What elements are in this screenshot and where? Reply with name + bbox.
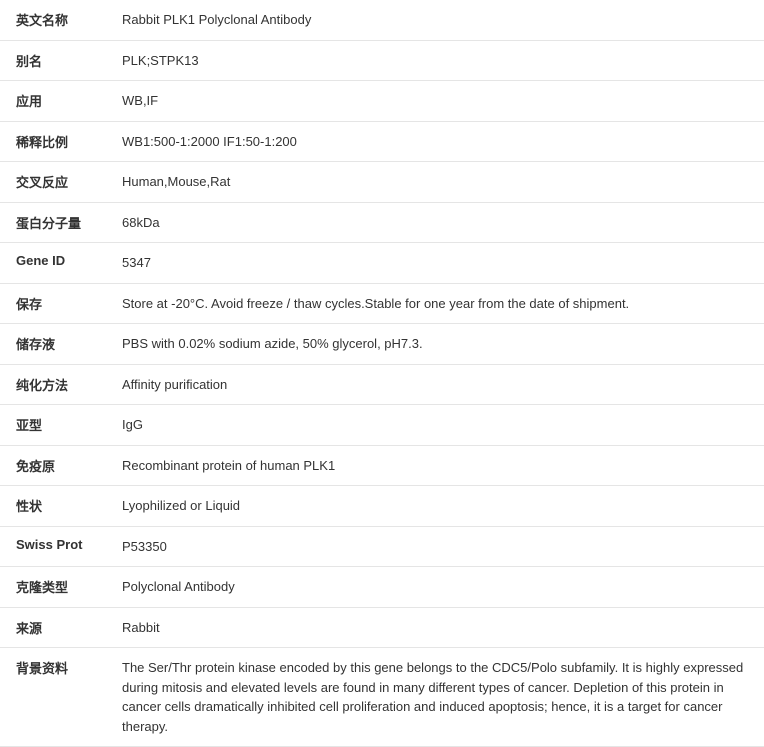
- row-value: Affinity purification: [118, 364, 764, 405]
- row-label: 英文名称: [0, 0, 118, 40]
- row-label: 别名: [0, 40, 118, 81]
- row-label: 保存: [0, 283, 118, 324]
- row-value: Rabbit PLK1 Polyclonal Antibody: [118, 0, 764, 40]
- row-label: 亚型: [0, 405, 118, 446]
- table-row: 储存液PBS with 0.02% sodium azide, 50% glyc…: [0, 324, 764, 365]
- spec-table: 英文名称Rabbit PLK1 Polyclonal Antibody 别名PL…: [0, 0, 764, 747]
- row-label: 储存液: [0, 324, 118, 365]
- row-label: Swiss Prot: [0, 526, 118, 567]
- row-value: 5347: [118, 243, 764, 284]
- row-value: Lyophilized or Liquid: [118, 486, 764, 527]
- row-value: Rabbit: [118, 607, 764, 648]
- table-row: 稀释比例WB1:500-1:2000 IF1:50-1:200: [0, 121, 764, 162]
- table-row: 克隆类型Polyclonal Antibody: [0, 567, 764, 608]
- row-label: 背景资料: [0, 648, 118, 747]
- table-row: Gene ID5347: [0, 243, 764, 284]
- row-value: WB,IF: [118, 81, 764, 122]
- table-row: 应用WB,IF: [0, 81, 764, 122]
- table-row: 蛋白分子量68kDa: [0, 202, 764, 243]
- row-value: PLK;STPK13: [118, 40, 764, 81]
- row-value: Store at -20°C. Avoid freeze / thaw cycl…: [118, 283, 764, 324]
- row-value: Human,Mouse,Rat: [118, 162, 764, 203]
- table-row: 亚型IgG: [0, 405, 764, 446]
- table-row: 背景资料The Ser/Thr protein kinase encoded b…: [0, 648, 764, 747]
- row-label: 纯化方法: [0, 364, 118, 405]
- row-value: IgG: [118, 405, 764, 446]
- row-label: 性状: [0, 486, 118, 527]
- row-value: 68kDa: [118, 202, 764, 243]
- table-row: 纯化方法Affinity purification: [0, 364, 764, 405]
- row-label: 来源: [0, 607, 118, 648]
- row-label: 稀释比例: [0, 121, 118, 162]
- table-row: Swiss ProtP53350: [0, 526, 764, 567]
- row-value: Recombinant protein of human PLK1: [118, 445, 764, 486]
- table-row: 性状Lyophilized or Liquid: [0, 486, 764, 527]
- table-row: 保存Store at -20°C. Avoid freeze / thaw cy…: [0, 283, 764, 324]
- row-label: 克隆类型: [0, 567, 118, 608]
- table-row: 免疫原Recombinant protein of human PLK1: [0, 445, 764, 486]
- spec-table-body: 英文名称Rabbit PLK1 Polyclonal Antibody 别名PL…: [0, 0, 764, 747]
- row-label: 蛋白分子量: [0, 202, 118, 243]
- row-label: Gene ID: [0, 243, 118, 284]
- table-row: 别名PLK;STPK13: [0, 40, 764, 81]
- row-value: WB1:500-1:2000 IF1:50-1:200: [118, 121, 764, 162]
- row-value: The Ser/Thr protein kinase encoded by th…: [118, 648, 764, 747]
- row-label: 免疫原: [0, 445, 118, 486]
- table-row: 来源Rabbit: [0, 607, 764, 648]
- row-value: P53350: [118, 526, 764, 567]
- row-label: 交叉反应: [0, 162, 118, 203]
- table-row: 交叉反应Human,Mouse,Rat: [0, 162, 764, 203]
- row-label: 应用: [0, 81, 118, 122]
- row-value: PBS with 0.02% sodium azide, 50% glycero…: [118, 324, 764, 365]
- row-value: Polyclonal Antibody: [118, 567, 764, 608]
- table-row: 英文名称Rabbit PLK1 Polyclonal Antibody: [0, 0, 764, 40]
